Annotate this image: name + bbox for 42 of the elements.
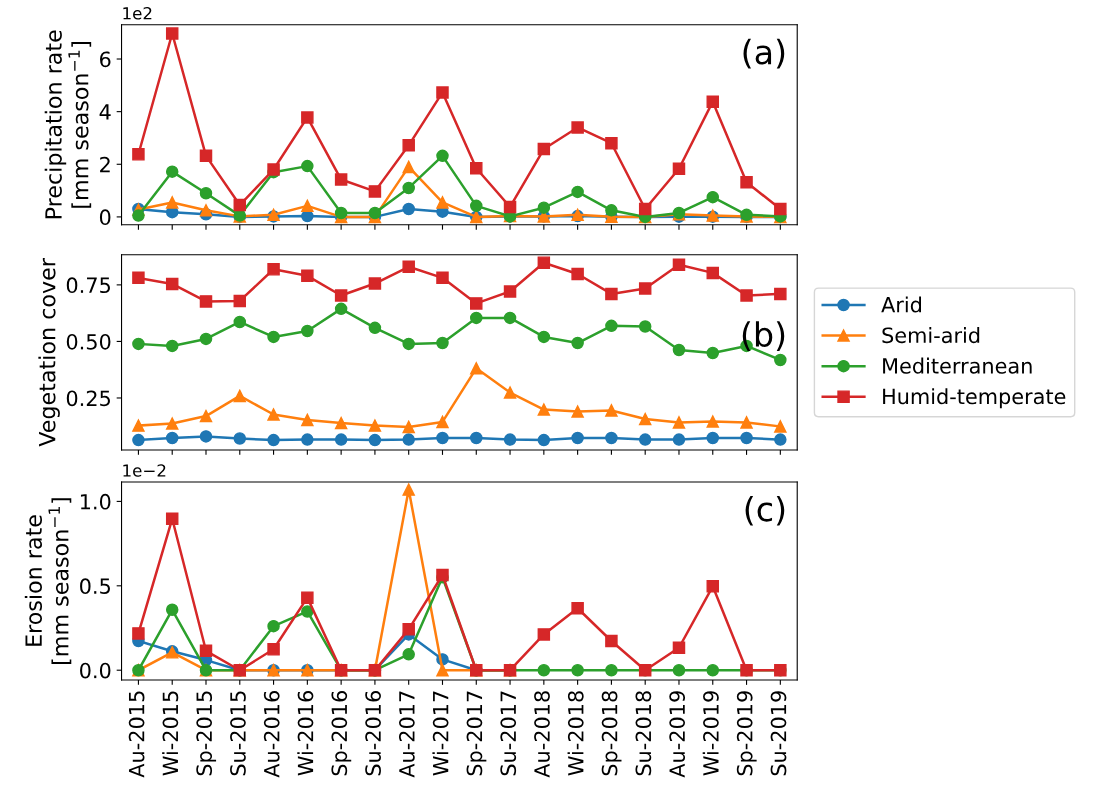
x-tick-label: Au-2015 (128, 691, 145, 778)
y-tick-label: 4 (99, 104, 111, 120)
x-tick-label: Wi-2018 (567, 691, 584, 776)
y-tick-label: 0 (99, 209, 111, 226)
x-tick-label: Sp-2019 (736, 691, 757, 776)
legend-label: Semi-arid (882, 327, 980, 344)
x-tick-label: Su-2016 (365, 691, 381, 776)
x-tick-label: Sp-2017 (466, 691, 487, 776)
x-tick-label: Au-2019 (669, 691, 686, 778)
x-tick-label: Sp-2016 (331, 691, 352, 776)
x-tick-label: Wi-2016 (297, 691, 314, 776)
x-tick-label: Su-2019 (770, 691, 787, 776)
y-axis-title: Vegetation cover (38, 258, 60, 447)
text: 1e2 (123, 6, 152, 20)
legend-label: Arid (881, 296, 921, 313)
x-tick-label: Wi-2019 (702, 691, 719, 776)
x-tick-label: Su-2018 (635, 691, 652, 776)
x-tick-label: Su-2017 (500, 691, 517, 776)
text: 1e−2 (123, 464, 166, 477)
legend-label: Humid-temperate (883, 388, 1066, 409)
y-axis-title: Erosion rate [mm season$^{−1}$] (24, 498, 72, 664)
x-tick-label: Au-2018 (534, 691, 550, 778)
x-tick-label: Wi-2015 (162, 691, 179, 776)
x-tick-label: Sp-2015 (196, 691, 217, 776)
y-tick-label: 0.0 (80, 662, 111, 679)
y-axis-title: Precipitation rate [mm season$^{−1}$] (44, 30, 92, 219)
annotation: (c) (745, 495, 785, 526)
x-tick-label: Su-2015 (230, 691, 246, 776)
annotation: (a) (743, 38, 785, 69)
legend-label: Mediterranean (883, 357, 1032, 374)
x-tick-label: Wi-2017 (432, 691, 449, 776)
y-tick-label: 1.0 (80, 493, 111, 510)
y-tick-label: 6 (100, 51, 111, 68)
y-tick-label: 0.50 (66, 333, 111, 350)
y-tick-label: 2 (100, 156, 110, 173)
x-tick-label: Sp-2018 (601, 691, 622, 776)
y-tick-label: 0.75 (66, 277, 110, 294)
y-tick-label: 0.5 (80, 578, 110, 595)
annotation: (b) (742, 321, 785, 351)
x-tick-label: Au-2017 (398, 691, 415, 778)
x-tick-label: Au-2016 (263, 691, 280, 778)
y-tick-label: 0.25 (66, 390, 110, 407)
